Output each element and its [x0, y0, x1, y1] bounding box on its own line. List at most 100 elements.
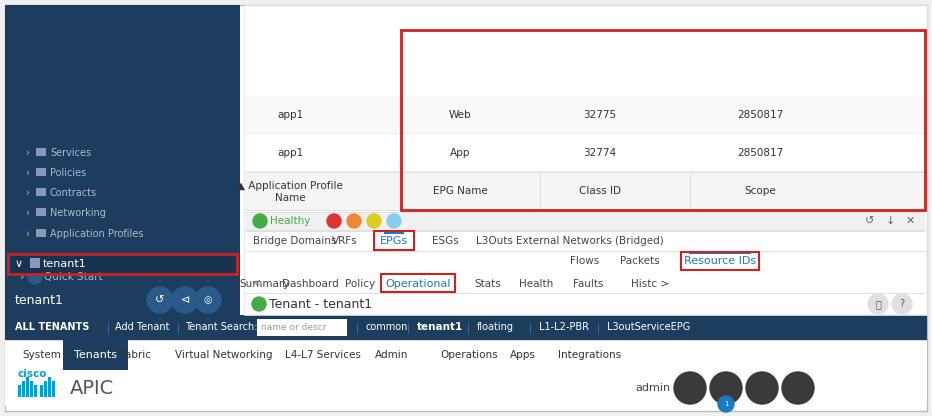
Bar: [18, 385, 21, 397]
Bar: [540, 172, 541, 210]
Bar: [257, 319, 347, 336]
Bar: [246, 134, 925, 171]
Circle shape: [195, 287, 221, 313]
Circle shape: [868, 294, 888, 314]
Text: Flows: Flows: [570, 256, 599, 266]
Circle shape: [172, 287, 198, 313]
Text: ↺: ↺: [156, 295, 165, 305]
Bar: [246, 210, 925, 211]
Text: |: |: [107, 322, 110, 333]
Text: |: |: [529, 322, 532, 333]
Bar: [5, 315, 927, 340]
Text: <: <: [252, 277, 261, 287]
Text: ›: ›: [25, 188, 29, 198]
Text: 32775: 32775: [583, 109, 617, 119]
Text: Scope: Scope: [744, 186, 775, 196]
Text: ◎: ◎: [204, 295, 212, 305]
Bar: [44, 381, 47, 397]
Text: ALL TENANTS: ALL TENANTS: [15, 322, 89, 332]
Circle shape: [28, 270, 42, 284]
Text: ∨: ∨: [15, 259, 23, 269]
Bar: [246, 251, 925, 252]
Text: ›: ›: [25, 229, 29, 239]
Bar: [52, 381, 55, 397]
Text: VRFs: VRFs: [332, 236, 358, 246]
Text: APIC: APIC: [70, 379, 115, 398]
Bar: [244, 5, 927, 315]
Bar: [36, 208, 46, 216]
Text: Admin: Admin: [375, 350, 408, 360]
Bar: [246, 212, 925, 213]
Bar: [246, 272, 925, 293]
Text: name or descr: name or descr: [261, 323, 326, 332]
Text: 2850817: 2850817: [737, 148, 783, 158]
Text: EPGs: EPGs: [380, 236, 408, 246]
Text: Bridge Domains: Bridge Domains: [254, 236, 336, 246]
Bar: [8, 254, 237, 274]
Bar: [246, 171, 925, 172]
Text: Add Tenant: Add Tenant: [115, 322, 170, 332]
Text: L3outServiceEPG: L3outServiceEPG: [607, 322, 690, 332]
Bar: [246, 293, 925, 294]
Circle shape: [746, 372, 778, 404]
Circle shape: [892, 294, 912, 314]
Bar: [22, 381, 25, 397]
Text: 1: 1: [724, 401, 728, 407]
Text: Operations: Operations: [440, 350, 498, 360]
Circle shape: [253, 214, 267, 228]
Text: cisco: cisco: [18, 369, 48, 379]
Circle shape: [347, 214, 361, 228]
Bar: [40, 385, 43, 397]
Text: ⊲: ⊲: [180, 295, 190, 305]
Bar: [690, 172, 691, 210]
Bar: [246, 295, 925, 313]
Bar: [5, 370, 927, 406]
Bar: [246, 172, 925, 173]
Text: ✕: ✕: [905, 216, 914, 226]
Text: Virtual Networking: Virtual Networking: [175, 350, 272, 360]
Text: ›: ›: [25, 148, 29, 158]
Text: Fabric: Fabric: [120, 350, 151, 360]
Bar: [246, 172, 925, 210]
Bar: [5, 5, 240, 315]
Text: Tenant - tenant1: Tenant - tenant1: [269, 297, 372, 310]
Text: Networking: Networking: [50, 208, 106, 218]
Circle shape: [718, 396, 734, 412]
Text: Contracts: Contracts: [50, 188, 97, 198]
Text: 32774: 32774: [583, 148, 617, 158]
Text: tenant1: tenant1: [417, 322, 463, 332]
Bar: [246, 231, 925, 232]
Text: Healthy: Healthy: [270, 216, 310, 226]
Bar: [5, 340, 927, 341]
Bar: [246, 7, 925, 313]
Text: Health: Health: [519, 279, 553, 289]
Text: EPG Name: EPG Name: [432, 186, 487, 196]
Text: ?: ?: [899, 299, 905, 309]
Text: Class ID: Class ID: [579, 186, 621, 196]
Bar: [26, 377, 29, 397]
Text: tenant1: tenant1: [43, 259, 87, 269]
Text: App: App: [450, 148, 470, 158]
Bar: [246, 96, 925, 133]
Bar: [34, 385, 37, 397]
Text: System: System: [22, 350, 61, 360]
Bar: [400, 172, 401, 210]
Bar: [36, 229, 46, 237]
Text: |: |: [356, 322, 359, 333]
Text: common: common: [366, 322, 408, 332]
Circle shape: [674, 372, 706, 404]
Bar: [36, 148, 46, 156]
Circle shape: [147, 287, 173, 313]
Text: Summary: Summary: [240, 279, 290, 289]
Text: External Networks (Bridged): External Networks (Bridged): [516, 236, 664, 246]
Text: ▲ Application Profile
Name: ▲ Application Profile Name: [237, 181, 343, 203]
Bar: [63, 340, 128, 370]
Text: Dashboard: Dashboard: [281, 279, 338, 289]
Text: Web: Web: [448, 109, 472, 119]
Text: Quick Start: Quick Start: [44, 272, 103, 282]
Text: admin: admin: [635, 383, 670, 393]
Text: app1: app1: [277, 109, 303, 119]
Text: ›: ›: [25, 208, 29, 218]
Text: |: |: [467, 322, 471, 333]
Circle shape: [252, 297, 266, 311]
